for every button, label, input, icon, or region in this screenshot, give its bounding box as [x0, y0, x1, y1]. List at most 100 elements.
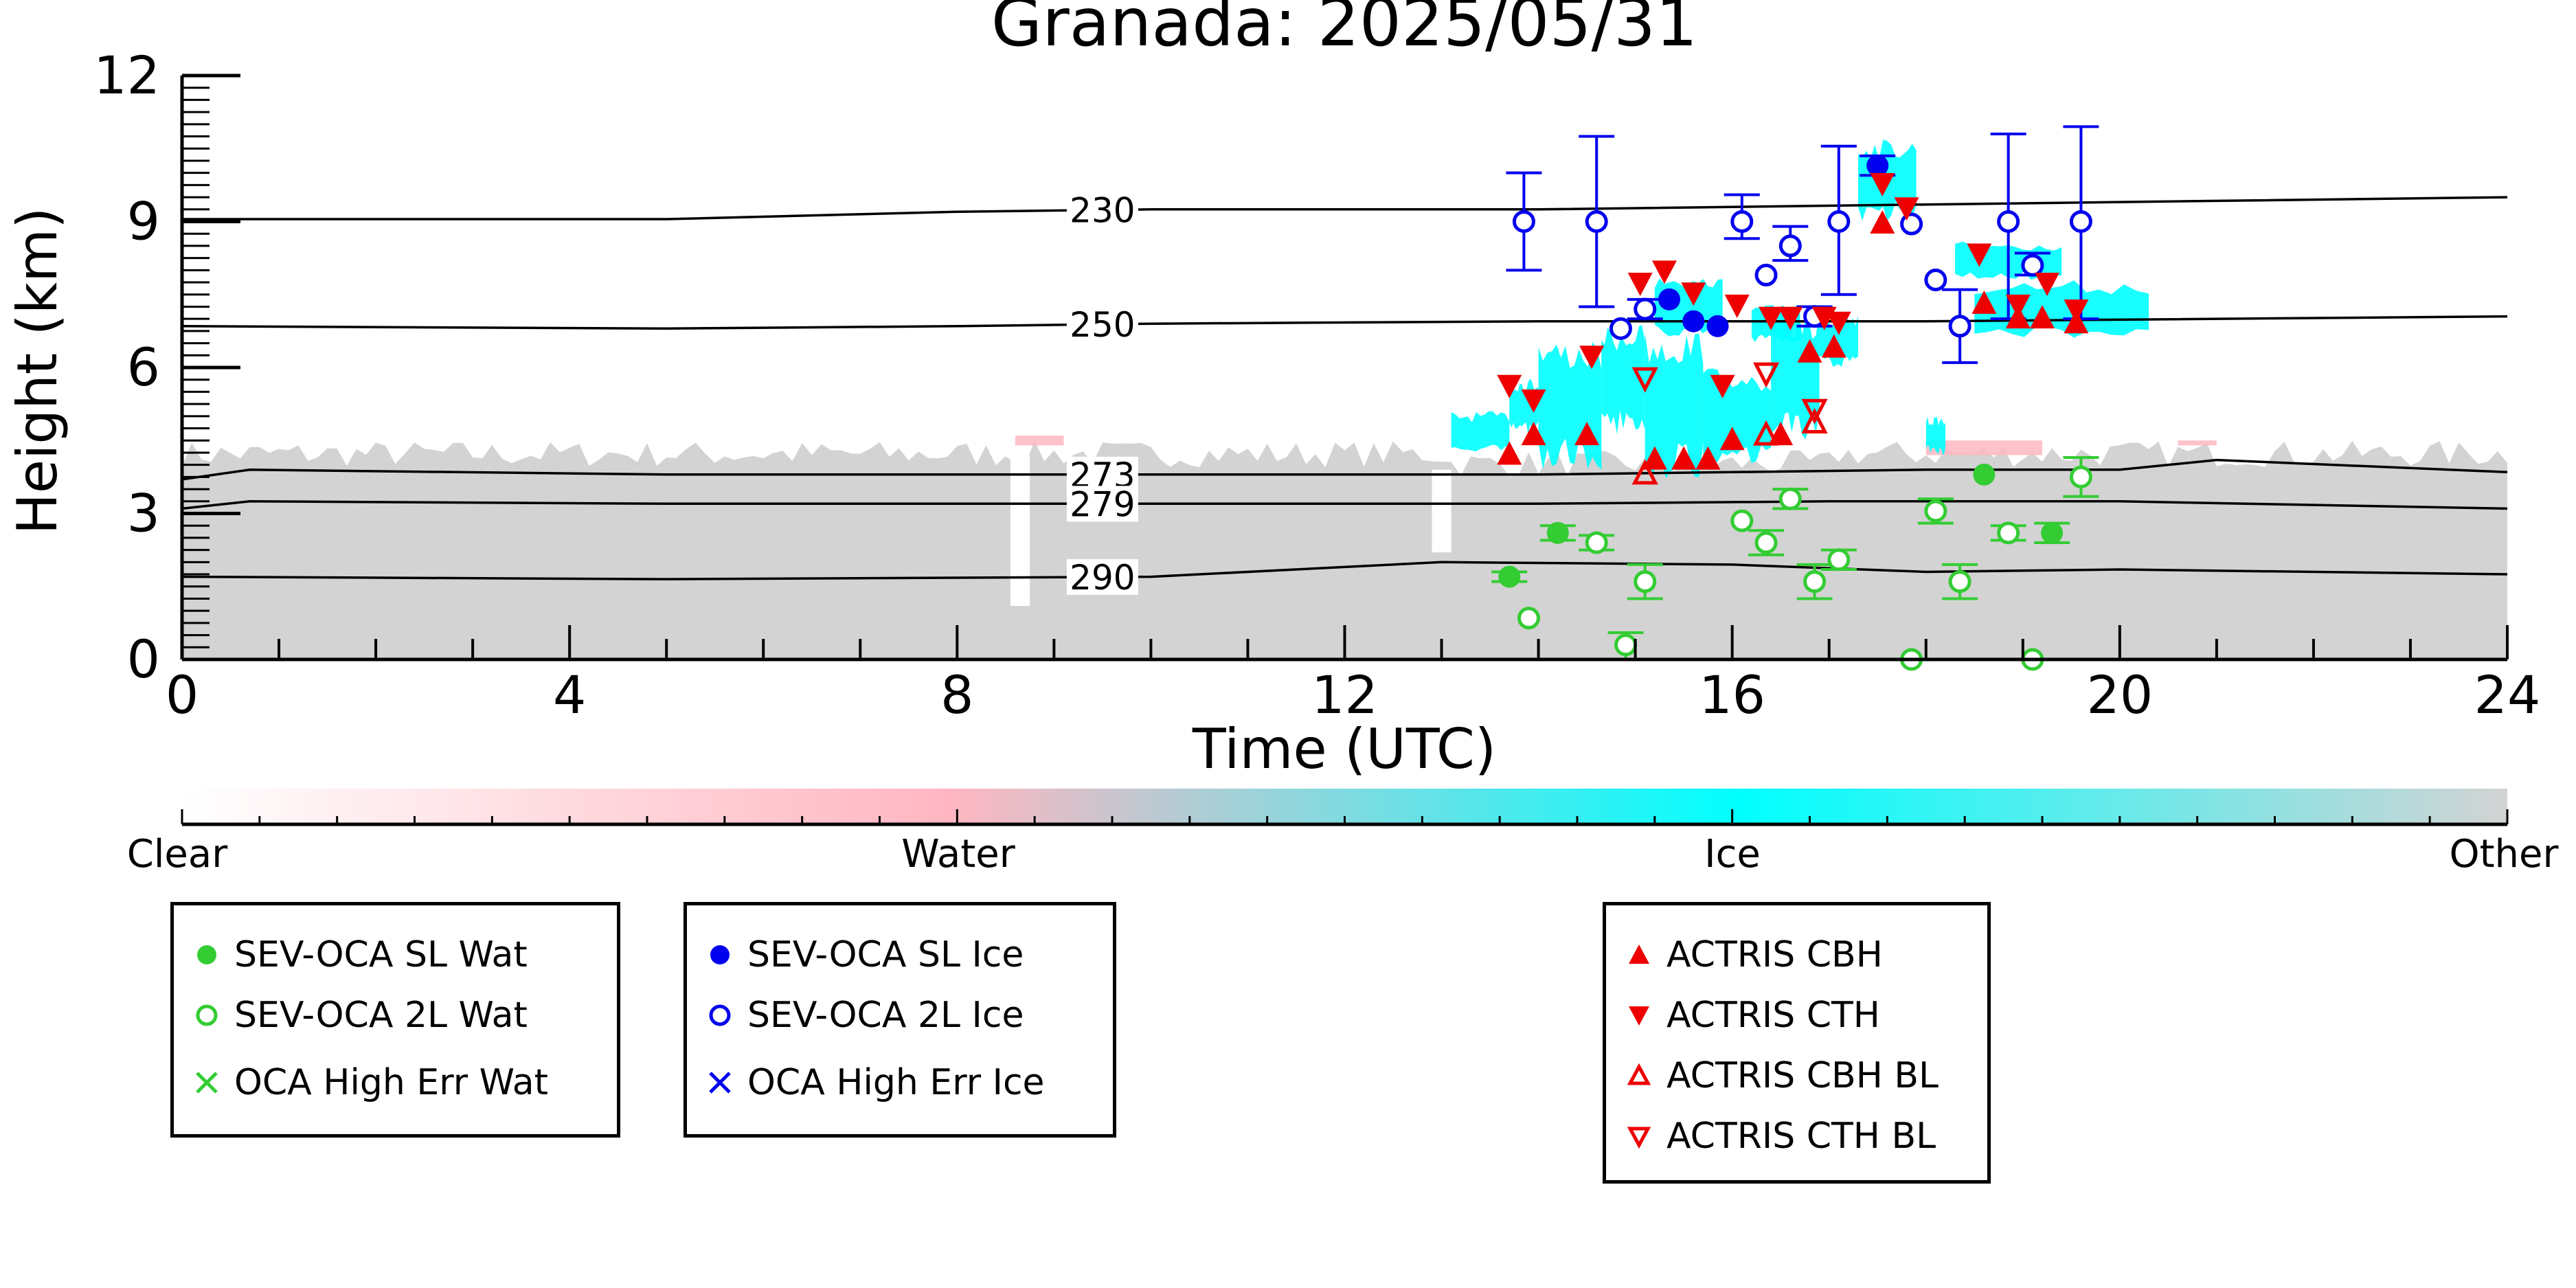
marker-sev-oca-2l-wat	[1778, 487, 1802, 510]
marker-actris-cbh-bl	[1631, 459, 1658, 485]
legend-label: OCA High Err Ice	[747, 1062, 1045, 1103]
filled-circle-icon	[710, 945, 730, 964]
legend-item-actris-cth-bl: ACTRIS CTH BL	[1623, 1116, 1936, 1157]
marker-sev-oca-2l-ice	[1827, 210, 1851, 233]
legend-item-actris-cbh: ACTRIS CBH	[1623, 934, 1883, 975]
marker-actris-cbh	[1521, 422, 1546, 446]
legend-item-sev-oca-2l-ice: SEV-OCA 2L Ice	[703, 995, 1024, 1036]
legend-ice: SEV-OCA SL Ice SEV-OCA 2L Ice OCA High E…	[683, 902, 1116, 1138]
legend-label: SEV-OCA SL Ice	[747, 934, 1024, 975]
marker-sev-oca-2l-wat	[1754, 531, 1778, 554]
ice-patch	[1974, 280, 2149, 339]
colorbar-label-water: Water	[901, 832, 1016, 877]
marker-sev-oca-2l-ice	[1778, 234, 1802, 258]
x-axis-label: Time (UTC)	[1192, 717, 1496, 781]
marker-actris-cth	[1724, 294, 1750, 318]
colorbar: Clear Water Ice Other	[127, 789, 2559, 877]
marker-sev-oca-2l-wat	[1614, 633, 1638, 657]
marker-sev-oca-sl-ice	[1706, 315, 1729, 337]
water-patch	[1015, 436, 1064, 446]
marker-sev-oca-sl-ice	[1658, 288, 1680, 310]
marker-sev-oca-2l-wat	[1517, 607, 1540, 630]
marker-sev-oca-2l-wat	[1634, 570, 1657, 594]
marker-sev-oca-2l-ice	[1997, 210, 2020, 233]
chart-title: Granada: 2025/05/31	[991, 0, 1697, 61]
marker-actris-cbh	[2030, 305, 2055, 329]
marker-actris-cbh	[1642, 446, 1667, 470]
marker-sev-oca-2l-ice	[1609, 317, 1632, 340]
isotherm-label-bg	[1066, 306, 1138, 343]
marker-sev-oca-2l-wat	[1924, 499, 1947, 523]
isotherm-label: 250	[1070, 305, 1135, 345]
marker-actris-cth	[2035, 273, 2060, 297]
marker-sev-oca-sl-wat	[1546, 521, 1569, 544]
open-circle-icon	[196, 1004, 218, 1026]
legend-label: ACTRIS CBH	[1667, 934, 1883, 975]
isotherm-line	[181, 500, 2508, 510]
marker-actris-cbh	[1797, 339, 1822, 363]
y-tick-label: 9	[127, 191, 160, 252]
legend-label: SEV-OCA 2L Wat	[234, 995, 528, 1036]
legend-label: OCA High Err Wat	[234, 1062, 548, 1103]
colorbar-label-ice: Ice	[1704, 832, 1761, 877]
ice-patch	[1645, 332, 1704, 479]
marker-actris-cbh-bl	[1752, 420, 1780, 446]
marker-actris-cth	[1627, 273, 1653, 297]
marker-sev-oca-2l-ice	[1634, 297, 1657, 321]
legend-item-actris-cth: ACTRIS CTH	[1623, 995, 1880, 1036]
marker-actris-cbh	[1695, 446, 1721, 470]
marker-sev-oca-2l-wat	[1827, 548, 1851, 572]
marker-actris-cth	[1894, 197, 1919, 221]
y-tick-label: 12	[93, 45, 160, 106]
legend-item-sev-oca-sl-wat: SEV-OCA SL Wat	[190, 934, 528, 975]
water-patch	[2178, 440, 2217, 446]
colorbar-label-clear: Clear	[127, 832, 228, 877]
isotherm-label: 230	[1070, 191, 1135, 231]
x-tick-label: 24	[2474, 664, 2541, 725]
x-tick-label: 12	[1311, 664, 1378, 725]
marker-actris-cth	[1826, 311, 1851, 335]
marker-actris-cth	[2064, 300, 2089, 323]
other-region	[182, 440, 2507, 659]
isotherm-label-bg	[1066, 558, 1138, 595]
water-patch	[1925, 440, 2042, 455]
marker-actris-cth	[1759, 306, 1784, 330]
isotherm-label: 290	[1070, 558, 1135, 598]
marker-actris-cth-bl	[1801, 398, 1828, 425]
x-tick-label: 8	[940, 664, 973, 725]
marker-sev-oca-2l-wat	[1948, 570, 1971, 594]
marker-sev-oca-2l-ice	[1924, 269, 1947, 291]
marker-actris-cth	[1681, 282, 1706, 306]
legend-item-oca-high-err-wat: OCA High Err Wat	[190, 1062, 548, 1103]
marker-actris-cth	[1870, 172, 1895, 196]
isotherm-label: 279	[1070, 484, 1135, 524]
marker-sev-oca-sl-wat	[1498, 565, 1521, 588]
legend-actris: ACTRIS CBH ACTRIS CTH ACTRIS CBH BL ACTR…	[1603, 902, 1991, 1184]
triangle-up-icon	[1629, 945, 1649, 964]
marker-actris-cbh	[1971, 290, 1997, 314]
y-tick-label: 6	[127, 337, 160, 398]
legend-item-sev-oca-2l-wat: SEV-OCA 2L Wat	[190, 995, 528, 1036]
isotherm-line	[181, 458, 2508, 481]
open-circle-icon	[709, 1004, 731, 1026]
marker-sev-oca-2l-ice	[1754, 263, 1778, 286]
marker-actris-cbh	[1497, 441, 1522, 465]
isotherm-line	[182, 196, 2508, 221]
marker-sev-oca-2l-ice	[1948, 315, 1971, 338]
legend-label: ACTRIS CTH	[1667, 995, 1880, 1036]
ice-patch	[1925, 416, 1945, 455]
marker-sev-oca-sl-wat	[2041, 521, 2064, 544]
marker-sev-oca-2l-wat	[1997, 521, 2020, 545]
y-tick-label: 0	[127, 629, 160, 690]
marker-sev-oca-2l-ice	[1730, 210, 1754, 233]
marker-sev-oca-2l-ice	[2021, 253, 2044, 277]
ice-patch	[1451, 411, 1510, 455]
legend-item-actris-cbh-bl: ACTRIS CBH BL	[1623, 1055, 1939, 1096]
x-tick-label: 20	[2086, 664, 2153, 725]
marker-actris-cbh	[1671, 446, 1697, 470]
isotherm-line	[181, 315, 2508, 330]
legend-label: ACTRIS CTH BL	[1667, 1116, 1936, 1157]
clear-gap	[1432, 469, 1451, 553]
clear-gap	[1010, 455, 1030, 607]
